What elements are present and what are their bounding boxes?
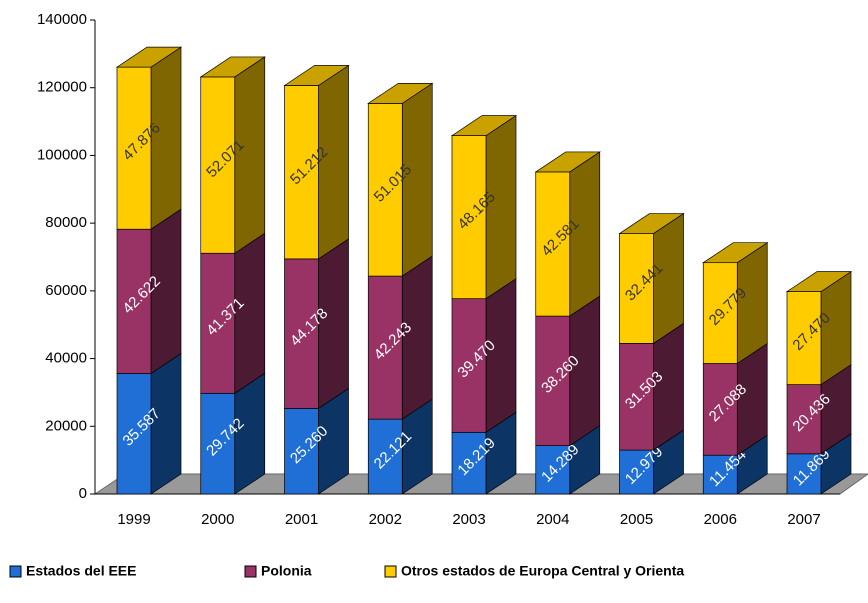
x-tick-label: 1999 bbox=[117, 511, 150, 528]
bar bbox=[200, 252, 236, 394]
x-tick-label: 2006 bbox=[704, 511, 737, 528]
y-tick-label: 80000 bbox=[45, 214, 87, 231]
legend-swatch bbox=[384, 565, 397, 578]
bar bbox=[367, 103, 403, 277]
x-tick-label: 2002 bbox=[369, 511, 402, 528]
legend-label: Estados del EEE bbox=[26, 563, 136, 579]
bar-top bbox=[450, 115, 518, 136]
y-tick-label: 20000 bbox=[45, 417, 87, 434]
bar bbox=[786, 384, 822, 455]
bar bbox=[451, 431, 487, 495]
bar bbox=[619, 343, 654, 451]
x-tick-label: 2007 bbox=[787, 511, 820, 528]
bar bbox=[367, 418, 403, 495]
bar bbox=[535, 315, 571, 446]
x-tick-label: 2000 bbox=[201, 511, 234, 528]
bar-top bbox=[199, 56, 266, 78]
legend-label: Polonia bbox=[261, 563, 312, 579]
bar bbox=[284, 408, 319, 495]
bar bbox=[702, 262, 738, 364]
legend-swatch bbox=[244, 565, 257, 578]
x-tick-label: 2004 bbox=[536, 511, 569, 528]
bar-top bbox=[115, 46, 183, 68]
legend-label: Otros estados de Europa Central y Orient… bbox=[401, 563, 684, 579]
bar bbox=[786, 453, 822, 495]
bar-top bbox=[367, 83, 434, 104]
y-tick-label: 40000 bbox=[45, 350, 87, 367]
bar-top bbox=[785, 271, 853, 292]
x-tick-label: 2001 bbox=[285, 511, 318, 528]
y-tick-label: 0 bbox=[79, 485, 87, 502]
y-tick-label: 100000 bbox=[37, 146, 87, 163]
bar bbox=[451, 135, 487, 300]
bar-top bbox=[702, 242, 769, 264]
bar bbox=[367, 275, 403, 420]
y-tick-label: 120000 bbox=[37, 79, 87, 96]
bar bbox=[284, 85, 319, 260]
bar bbox=[786, 291, 822, 385]
x-tick-label: 2005 bbox=[620, 511, 653, 528]
bar bbox=[284, 258, 319, 409]
bar bbox=[116, 373, 152, 495]
bar-top bbox=[534, 151, 601, 173]
y-tick-label: 60000 bbox=[45, 282, 87, 299]
bar bbox=[702, 363, 738, 456]
legend-swatch bbox=[9, 565, 22, 578]
bar bbox=[619, 233, 654, 344]
bar bbox=[200, 392, 236, 495]
bar bbox=[451, 298, 487, 433]
bar bbox=[535, 445, 571, 495]
x-tick-label: 2003 bbox=[452, 511, 485, 528]
bar-top bbox=[618, 213, 685, 234]
bar bbox=[535, 171, 571, 317]
bar bbox=[619, 449, 654, 495]
y-tick-label: 140000 bbox=[37, 11, 87, 28]
bar bbox=[200, 76, 236, 254]
bar-top bbox=[283, 65, 350, 86]
